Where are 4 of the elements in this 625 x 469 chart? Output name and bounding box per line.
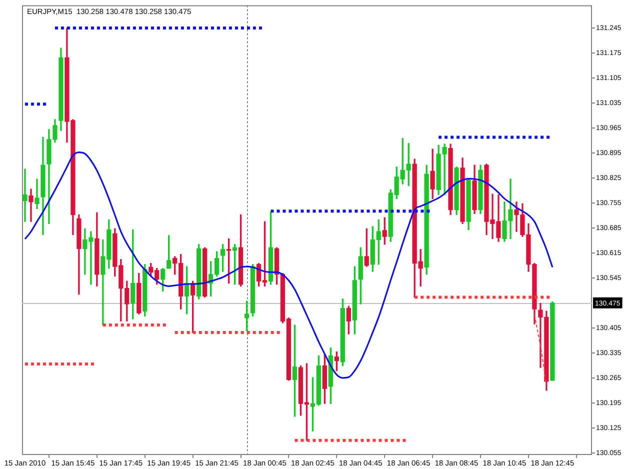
candlestick [22, 168, 28, 222]
line-series [24, 151, 554, 379]
candlestick [34, 178, 40, 210]
candlestick [28, 188, 34, 222]
